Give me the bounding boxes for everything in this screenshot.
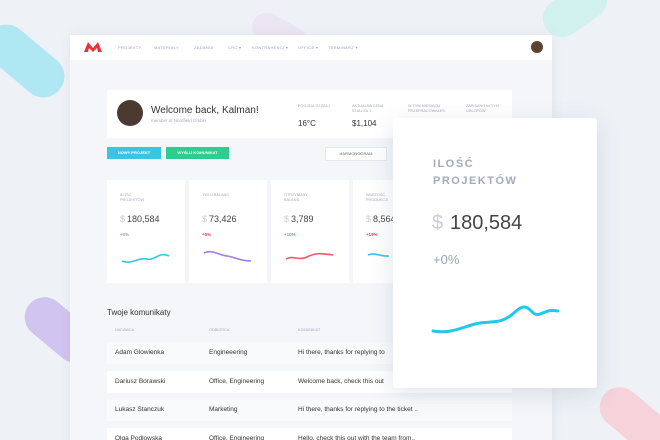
nav-item[interactable]: KONTRAHENCI ▾ [252,45,289,50]
table-cell: Hello, check this out with the team from… [298,434,416,440]
highlight-value: 180,584 [450,212,523,234]
table-header: KOMUNIKAT [298,328,321,332]
table-cell: Marketing [209,406,238,413]
card-change: +5% [202,232,212,237]
card-currency: $ [202,214,208,224]
table-cell: Adam Glowienka [115,349,165,356]
stat-label: ZAPISANO W TYM URLOPÓW [466,104,499,113]
nav-item[interactable]: MATERIAŁY [154,45,180,50]
card-value: 8,564 [373,214,396,224]
sparkline [201,247,255,272]
user-avatar[interactable] [531,41,543,53]
card-change: +19% [366,232,378,237]
nav-item[interactable]: OFFICE ▾ [298,45,319,50]
highlight-change: +0% [433,252,460,267]
decor [591,378,660,440]
card-currency: $ [284,214,290,224]
card-change: +10% [284,232,296,237]
stat-value: $1,104 [352,119,377,128]
table-cell: Hi there, thanks for replying to the tic… [298,406,418,413]
nav-item[interactable]: ZADANIA [194,45,214,50]
nav-bar [70,35,552,60]
stat-label: POGODA DZISIAJ [298,104,330,108]
welcome-title: Welcome back, Kalman! [151,105,259,116]
decor [0,15,73,107]
table-cell: Office, Engineering [209,434,265,440]
stat-label: W TYM MIESIĄCU PRZEPRACOWAŁEŚ [408,104,445,113]
highlight-label: ILOŚĆ PROJEKTÓW [433,158,518,187]
card-label: TWOJ BALANS [202,193,229,197]
button[interactable]: NOWY PROJEKT [107,147,161,159]
card-value: 180,584 [127,214,160,224]
button[interactable]: WYŚLIJ KOMUNIKAT [166,147,229,159]
card-value: 3,789 [291,214,314,224]
card-value: 73,426 [209,214,237,224]
card-label: ILOŚĆ PROJEKTÓW [120,193,145,202]
stat-card [189,180,267,283]
welcome-subtitle: member of Nordfield GmbH [151,118,207,123]
stat-card [353,180,393,283]
profile-photo [117,100,143,126]
nav-item[interactable]: PROJEKTY [118,45,142,50]
table-cell: Engineeering [209,349,248,356]
sparkline [283,247,337,272]
nav-item[interactable]: TERMINARZ ▾ [328,45,358,50]
card-label: OTRZYMANY BALANS [284,193,308,202]
table-row[interactable] [107,427,512,440]
sparkline [431,305,560,334]
table-row[interactable] [107,399,512,421]
table-cell: Olga Podlowska [115,434,162,440]
highlight-currency: $ [432,212,444,234]
table-header: ODBIORCA [209,328,230,332]
card-currency: $ [366,214,372,224]
table-cell: Dariusz Borawski [115,377,166,385]
logo [84,42,102,52]
highlight-card [393,118,597,388]
table-cell: Lukasz Stanczuk [115,406,165,413]
stat-label: AKTUALNA CENA STALI ZA T [352,104,384,113]
table-cell: Hi there, thanks for replying to [298,349,385,356]
table-cell: Office, Engineering [209,377,265,385]
section-title: Twoje komunikaty [107,308,171,317]
stat-value: 16°C [298,119,316,128]
button[interactable]: HARMONOGRAM [325,147,387,161]
card-currency: $ [120,214,126,224]
table-cell: Welcome back, check this out [298,377,384,385]
nav-item[interactable]: CRC ▾ [228,45,242,50]
sparkline [119,247,173,272]
card-label: WARTOŚĆ PRODUKCJI [366,193,388,202]
card-change: +0% [120,232,130,237]
table-header: NADAWCA [115,328,135,332]
sparkline [365,247,391,272]
stat-card [107,180,185,283]
stat-card [271,180,349,283]
